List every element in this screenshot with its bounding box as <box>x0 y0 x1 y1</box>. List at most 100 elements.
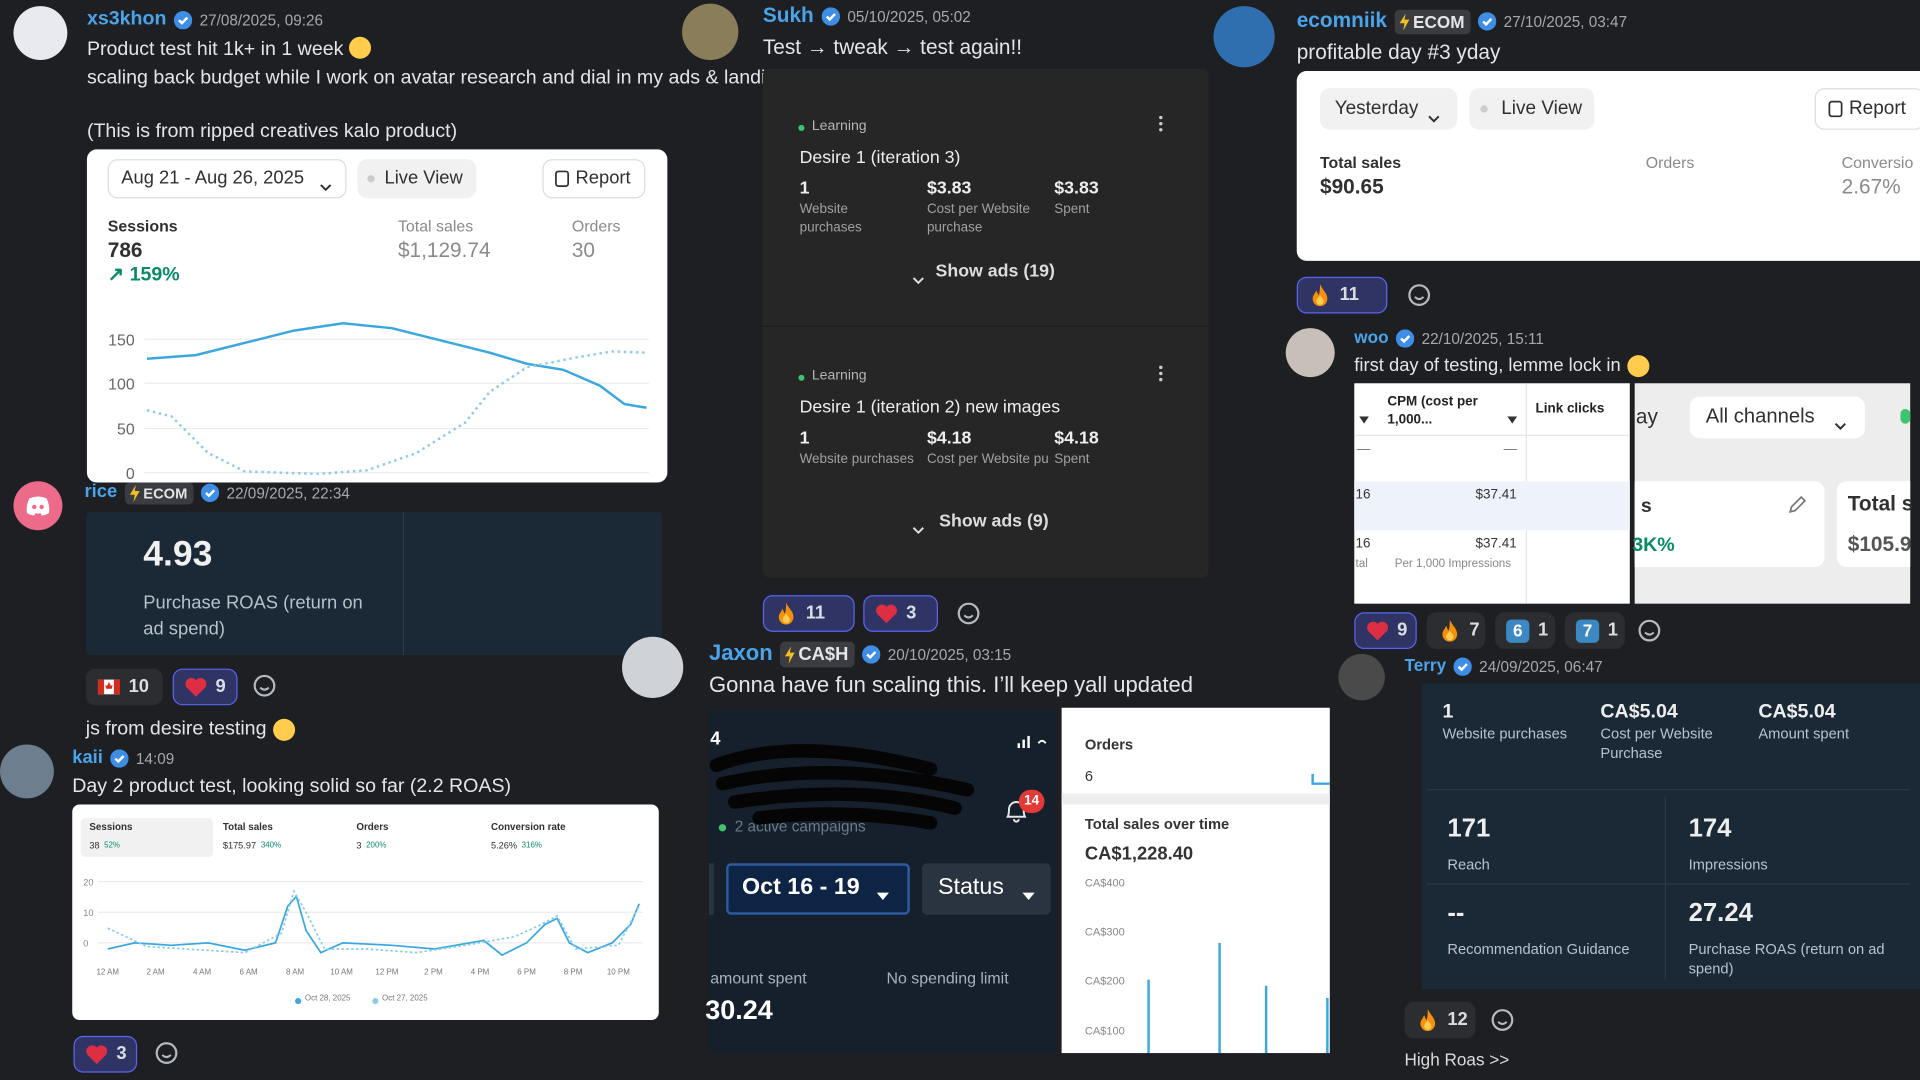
author-name[interactable]: xs3khon <box>86 8 167 30</box>
shape <box>86 1045 108 1065</box>
shape <box>1159 128 1163 132</box>
emoji <box>1627 355 1650 378</box>
metric-label: Total s <box>1847 492 1914 516</box>
metric-label: Reach <box>1447 855 1490 874</box>
shape <box>876 604 898 624</box>
live-view-button[interactable] <box>1469 88 1595 130</box>
period-button[interactable] <box>1320 88 1458 130</box>
status-bar-text: 4 <box>710 728 721 750</box>
metric-label: Orders <box>1645 153 1695 172</box>
x-axis-label: 2 AM <box>146 968 165 978</box>
x-axis-label: 8 AM <box>286 968 305 978</box>
result-label: Website purchases <box>799 451 914 467</box>
metric-label: Orders <box>571 216 621 236</box>
avatar[interactable] <box>682 3 739 60</box>
shape <box>253 674 276 697</box>
reaction-emoji <box>184 675 208 699</box>
avatar[interactable] <box>1338 653 1385 701</box>
author-name[interactable]: Sukh <box>762 3 814 27</box>
shape <box>253 674 276 697</box>
metric-value: -- <box>1447 898 1465 927</box>
metric-value: $1,129.74 <box>397 238 491 263</box>
shape <box>876 892 889 900</box>
avatar[interactable] <box>1285 328 1335 378</box>
show-ads-button[interactable]: Show ads (19) <box>935 262 1055 282</box>
report-icon <box>1828 100 1844 118</box>
shape <box>97 679 120 695</box>
author-name[interactable]: Jaxon <box>708 640 773 665</box>
lightning-icon <box>1398 13 1410 31</box>
result-label: Cost per Website purchase <box>926 202 1031 236</box>
reaction[interactable]: 3 <box>863 595 938 632</box>
reaction[interactable]: 12 <box>1404 1001 1476 1039</box>
avatar[interactable] <box>622 636 684 698</box>
metric-label: Orders <box>356 821 389 833</box>
reaction-emoji <box>1416 1008 1440 1032</box>
live-view-button[interactable] <box>357 159 477 199</box>
author-name[interactable]: ecomniik <box>1296 8 1387 32</box>
keycap: 7 <box>1575 619 1600 643</box>
table-cell: 16 <box>1355 536 1371 552</box>
avatar[interactable] <box>13 6 68 61</box>
verified-badge <box>1395 328 1415 348</box>
shape <box>1359 416 1369 424</box>
shape <box>825 13 836 22</box>
reaction[interactable]: 11 <box>1296 276 1388 314</box>
metric-value: 171 <box>1447 814 1491 843</box>
shape <box>205 489 216 498</box>
reaction[interactable]: 11 <box>762 595 855 632</box>
metric-label: Total sales <box>1320 153 1402 172</box>
table-cell: — <box>1503 442 1518 457</box>
metric-card <box>1836 481 1911 567</box>
author-name[interactable]: woo <box>1354 326 1389 347</box>
report-button[interactable] <box>1814 88 1920 130</box>
shape <box>1491 1009 1514 1031</box>
shape <box>1022 739 1025 749</box>
shape <box>1420 1008 1436 1032</box>
date-button[interactable] <box>107 159 347 199</box>
channels-button[interactable] <box>1689 396 1865 439</box>
report-button[interactable] <box>542 159 646 199</box>
avatar[interactable] <box>0 744 54 799</box>
result-label: Spent <box>1054 451 1090 467</box>
live-view: Live View <box>1501 97 1583 119</box>
reaction[interactable]: 9 <box>1354 612 1417 649</box>
message-text: js from desire testing <box>85 718 267 740</box>
reaction[interactable]: 9 <box>172 668 238 706</box>
channels-filter: All channels <box>1705 405 1815 428</box>
shape <box>778 602 794 625</box>
y-axis-label: CA$200 <box>1084 974 1125 987</box>
status-button[interactable] <box>922 863 1051 915</box>
report: Report <box>1848 97 1906 119</box>
table-cell: $37.41 <box>1475 487 1517 503</box>
shape <box>778 602 794 625</box>
status-dot <box>1900 408 1911 424</box>
ad-status: Learning <box>811 368 867 384</box>
y-axis-label: 0 <box>125 464 135 483</box>
amount-value: 30.24 <box>705 994 773 1025</box>
reaction[interactable]: 3 <box>73 1035 138 1073</box>
avatar[interactable] <box>1213 6 1275 68</box>
author-name[interactable]: kaii <box>72 746 103 768</box>
shape <box>1453 656 1472 676</box>
shape <box>185 677 207 697</box>
reaction[interactable]: 7 <box>1426 612 1486 649</box>
metric-value: CA$5.04 <box>1600 701 1678 723</box>
show-ads-button[interactable]: Show ads (9) <box>939 511 1049 532</box>
shape <box>912 277 924 285</box>
metric-label: Cost per Website Purchase <box>1600 724 1713 762</box>
y-axis-label: 50 <box>116 420 135 439</box>
reaction-count: 9 <box>1397 619 1408 641</box>
author-name[interactable]: rice <box>84 481 118 503</box>
date-button[interactable] <box>726 863 910 915</box>
author-name[interactable]: Terry <box>1404 655 1447 675</box>
date-range: Aug 21 - Aug 26, 2025 <box>121 167 305 189</box>
live-dot <box>367 175 375 183</box>
reaction[interactable]: 10 <box>85 668 163 706</box>
shape <box>1400 334 1411 343</box>
result-value: 1 <box>799 428 810 449</box>
reaction-emoji <box>84 1042 108 1066</box>
metric-change: 52% <box>104 841 121 850</box>
